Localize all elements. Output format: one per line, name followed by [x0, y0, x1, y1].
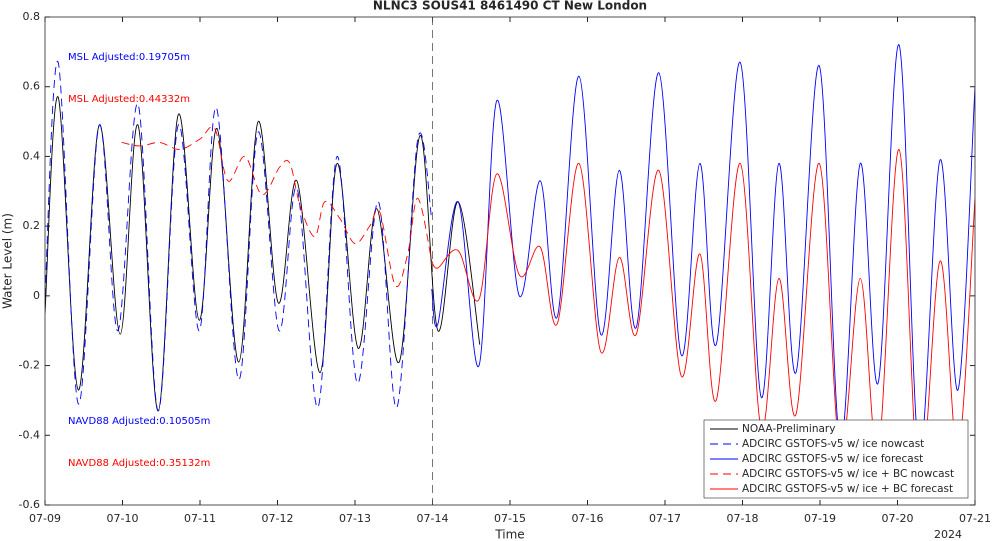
x-tick-label: 07-18	[727, 512, 759, 525]
x-tick-label: 07-11	[184, 512, 216, 525]
annotation: NAVD88 Adjusted:0.10505m	[68, 416, 210, 427]
x-tick-label: 07-13	[339, 512, 371, 525]
legend-label: ADCIRC GSTOFS-v5 w/ ice forecast	[742, 453, 923, 465]
legend-label: ADCIRC GSTOFS-v5 w/ ice + BC nowcast	[742, 468, 954, 480]
y-axis-label: Water Level (m)	[1, 213, 15, 309]
y-tick-label: -0.6	[19, 498, 40, 511]
x-axis-label: Time	[494, 528, 524, 541]
y-tick-label: 0.4	[23, 149, 41, 162]
x-tick-label: 07-12	[262, 512, 294, 525]
x-tick-label: 07-20	[882, 512, 914, 525]
x-tick-label: 07-21	[959, 512, 991, 525]
x-year-label: 2024	[934, 528, 962, 541]
legend-box	[703, 419, 969, 499]
annotation: MSL Adjusted:0.44332m	[68, 94, 190, 105]
legend-label: ADCIRC GSTOFS-v5 w/ ice nowcast	[742, 438, 924, 450]
series-line	[431, 148, 975, 489]
y-tick-label: 0.2	[23, 219, 41, 232]
x-tick-label: 07-14	[417, 512, 449, 525]
series-line	[45, 96, 481, 412]
chart-title: NLNC3 SOUS41 8461490 CT New London	[373, 0, 647, 13]
series-line	[431, 44, 975, 454]
x-tick-label: 07-16	[572, 512, 604, 525]
x-tick-label: 07-15	[494, 512, 526, 525]
legend-label: ADCIRC GSTOFS-v5 w/ ice + BC forecast	[742, 483, 953, 495]
annotation: NAVD88 Adjusted:0.35132m	[68, 458, 210, 469]
x-tick-label: 07-17	[649, 512, 681, 525]
annotation: MSL Adjusted:0.19705m	[68, 52, 190, 63]
y-tick-label: -0.4	[19, 428, 40, 441]
y-tick-label: 0.6	[23, 80, 41, 93]
x-tick-label: 07-19	[804, 512, 836, 525]
y-tick-label: 0.8	[23, 10, 41, 23]
y-tick-label: 0	[33, 289, 40, 302]
series-line	[121, 126, 433, 288]
y-tick-label: -0.2	[19, 359, 40, 372]
x-tick-label: 07-10	[107, 512, 139, 525]
plot-frame	[44, 16, 976, 506]
x-tick-label: 07-09	[29, 512, 61, 525]
series-line	[45, 60, 433, 412]
legend-label: NOAA-Preliminary	[742, 423, 835, 435]
